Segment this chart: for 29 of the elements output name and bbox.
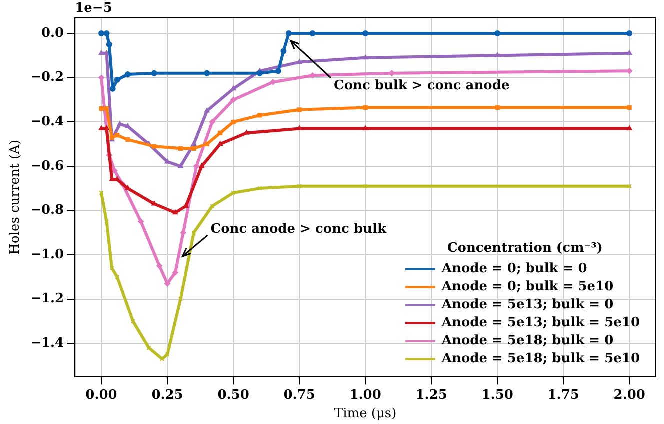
y-tick-label: −1.4 (30, 336, 64, 351)
x-tick-label: 1.75 (548, 388, 580, 403)
y-tick-label: −0.8 (30, 203, 64, 218)
legend-label: Anode = 0; bulk = 0 (440, 262, 588, 277)
annotation: Conc bulk > conc anode (334, 78, 510, 94)
y-tick-label: −0.2 (30, 70, 64, 86)
y-tick-label: 0.0 (41, 26, 64, 41)
y-axis-title: Holes current (A) (8, 140, 24, 255)
x-axis-title: Time (μs) (334, 406, 397, 422)
legend-label: Anode = 5e18; bulk = 5e10 (440, 352, 640, 367)
y-tick-label: −0.4 (30, 114, 64, 130)
x-tick-label: 1.25 (416, 388, 448, 403)
x-tick-label: 0.75 (284, 388, 316, 403)
legend-label: Anode = 5e13; bulk = 5e10 (440, 316, 640, 331)
x-tick-label: 1.00 (350, 388, 382, 403)
annotation: Conc anode > conc bulk (210, 222, 388, 237)
x-tick-label: 0.00 (86, 388, 118, 403)
x-tick-label: 1.50 (482, 388, 514, 403)
y-tick-label: −1.2 (30, 292, 64, 307)
legend-label: Anode = 0; bulk = 5e10 (440, 280, 614, 295)
legend-title: Concentration (cm⁻³) (447, 241, 603, 256)
x-tick-label: 2.00 (614, 388, 646, 403)
legend-label: Anode = 5e13; bulk = 0 (440, 298, 614, 313)
x-tick-label: 0.25 (152, 388, 184, 403)
x-tick-label: 0.50 (218, 388, 250, 403)
legend-label: Anode = 5e18; bulk = 0 (440, 334, 614, 349)
y-tick-label: −0.6 (30, 158, 64, 174)
text: 1e−5 (75, 0, 112, 16)
y-tick-label: −1.0 (30, 247, 64, 262)
